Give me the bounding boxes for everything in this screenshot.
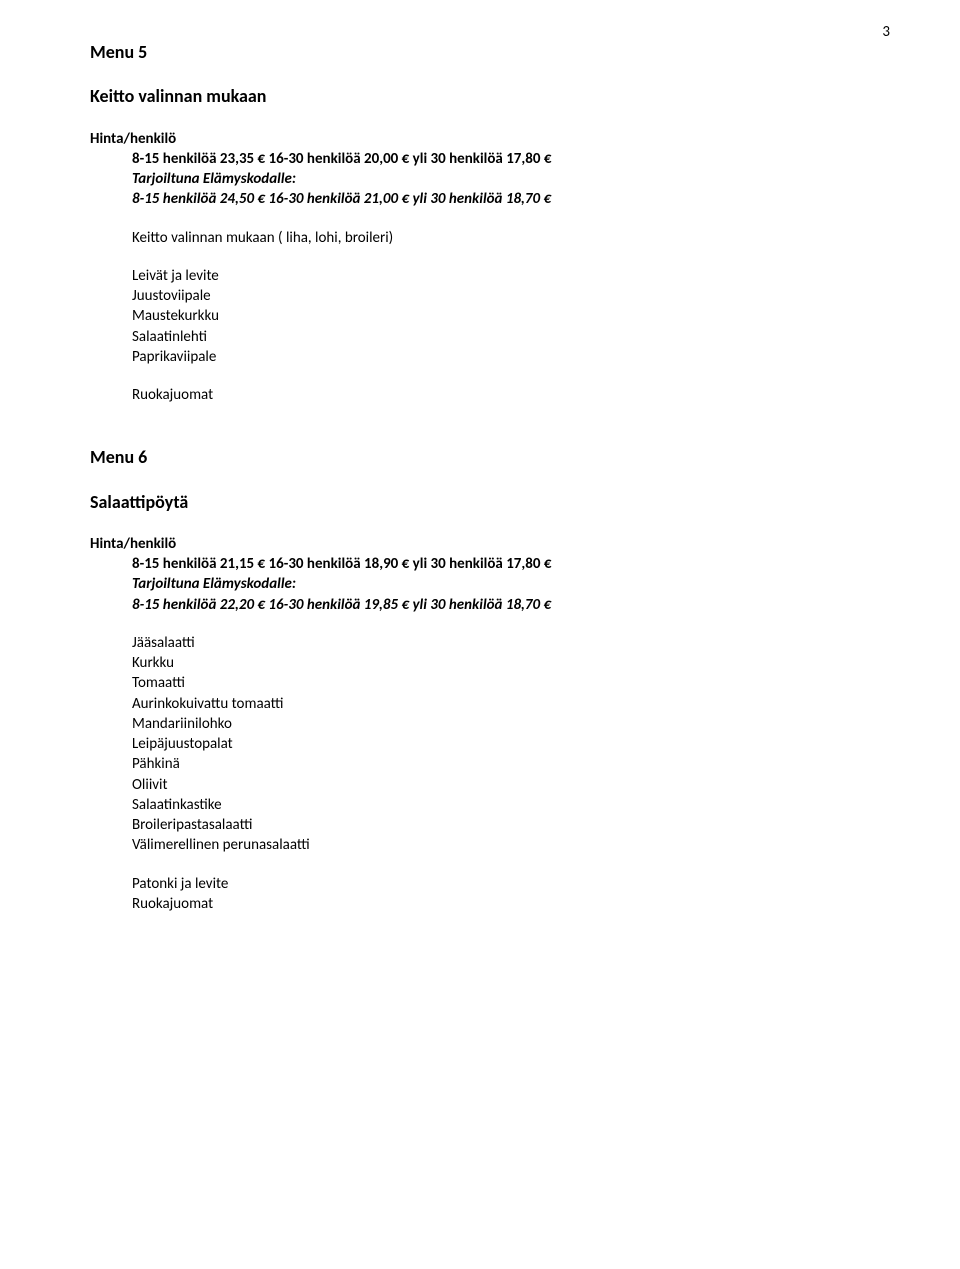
menu6-item: Broileripastasalaatti bbox=[132, 815, 870, 835]
menu6-subtitle: Salaattipöytä bbox=[90, 490, 870, 514]
menu5-item: Salaatinlehti bbox=[132, 327, 870, 347]
menu5-item: Juustoviipale bbox=[132, 286, 870, 306]
menu6-item: Kurkku bbox=[132, 653, 870, 673]
menu6-item: Salaatinkastike bbox=[132, 795, 870, 815]
menu6-price-heading: Hinta/henkilö bbox=[90, 534, 870, 554]
menu6-items1: Jääsalaatti Kurkku Tomaatti Aurinkokuiva… bbox=[90, 633, 870, 856]
menu5-subtitle: Keitto valinnan mukaan bbox=[90, 84, 870, 108]
menu5-item: Keitto valinnan mukaan ( liha, lohi, bro… bbox=[132, 228, 870, 248]
menu5-item: Ruokajuomat bbox=[132, 385, 870, 405]
page-content: Menu 5 Keitto valinnan mukaan Hinta/henk… bbox=[0, 0, 960, 954]
menu5-item: Maustekurkku bbox=[132, 306, 870, 326]
menu6-item: Välimerellinen perunasalaatti bbox=[132, 835, 870, 855]
menu6-items2: Patonki ja levite Ruokajuomat bbox=[90, 874, 870, 915]
menu6-price-line3: 8-15 henkilöä 22,20 € 16-30 henkilöä 19,… bbox=[90, 595, 870, 615]
menu5-items3: Ruokajuomat bbox=[90, 385, 870, 405]
menu6-item: Jääsalaatti bbox=[132, 633, 870, 653]
menu5-items1: Keitto valinnan mukaan ( liha, lohi, bro… bbox=[90, 228, 870, 248]
menu5-items2: Leivät ja levite Juustoviipale Maustekur… bbox=[90, 266, 870, 367]
menu6-item: Leipäjuustopalat bbox=[132, 734, 870, 754]
menu5-price-line2: Tarjoiltuna Elämyskodalle: bbox=[90, 169, 870, 189]
menu6-item: Mandariinilohko bbox=[132, 714, 870, 734]
menu6-item: Pähkinä bbox=[132, 754, 870, 774]
menu6-title: Menu 6 bbox=[90, 445, 870, 469]
menu6-item: Aurinkokuivattu tomaatti bbox=[132, 694, 870, 714]
menu6-price-line2: Tarjoiltuna Elämyskodalle: bbox=[90, 574, 870, 594]
menu5-price-line3: 8-15 henkilöä 24,50 € 16-30 henkilöä 21,… bbox=[90, 189, 870, 209]
menu5-item: Paprikaviipale bbox=[132, 347, 870, 367]
menu6-item: Patonki ja levite bbox=[132, 874, 870, 894]
menu6-item: Tomaatti bbox=[132, 673, 870, 693]
menu5-item: Leivät ja levite bbox=[132, 266, 870, 286]
menu5-price-heading: Hinta/henkilö bbox=[90, 129, 870, 149]
menu5-price-line1: 8-15 henkilöä 23,35 € 16-30 henkilöä 20,… bbox=[90, 149, 870, 169]
menu5-title: Menu 5 bbox=[90, 40, 870, 64]
page-number: 3 bbox=[882, 22, 890, 42]
menu6-item: Ruokajuomat bbox=[132, 894, 870, 914]
menu6-item: Oliivit bbox=[132, 775, 870, 795]
menu6-price-line1: 8-15 henkilöä 21,15 € 16-30 henkilöä 18,… bbox=[90, 554, 870, 574]
